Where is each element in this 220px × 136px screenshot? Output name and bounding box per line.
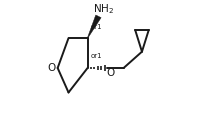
Polygon shape: [87, 15, 101, 38]
Text: O: O: [106, 68, 115, 78]
Text: NH$_2$: NH$_2$: [93, 3, 114, 16]
Text: O: O: [47, 63, 55, 73]
Text: or1: or1: [90, 53, 102, 59]
Text: or1: or1: [90, 24, 102, 30]
